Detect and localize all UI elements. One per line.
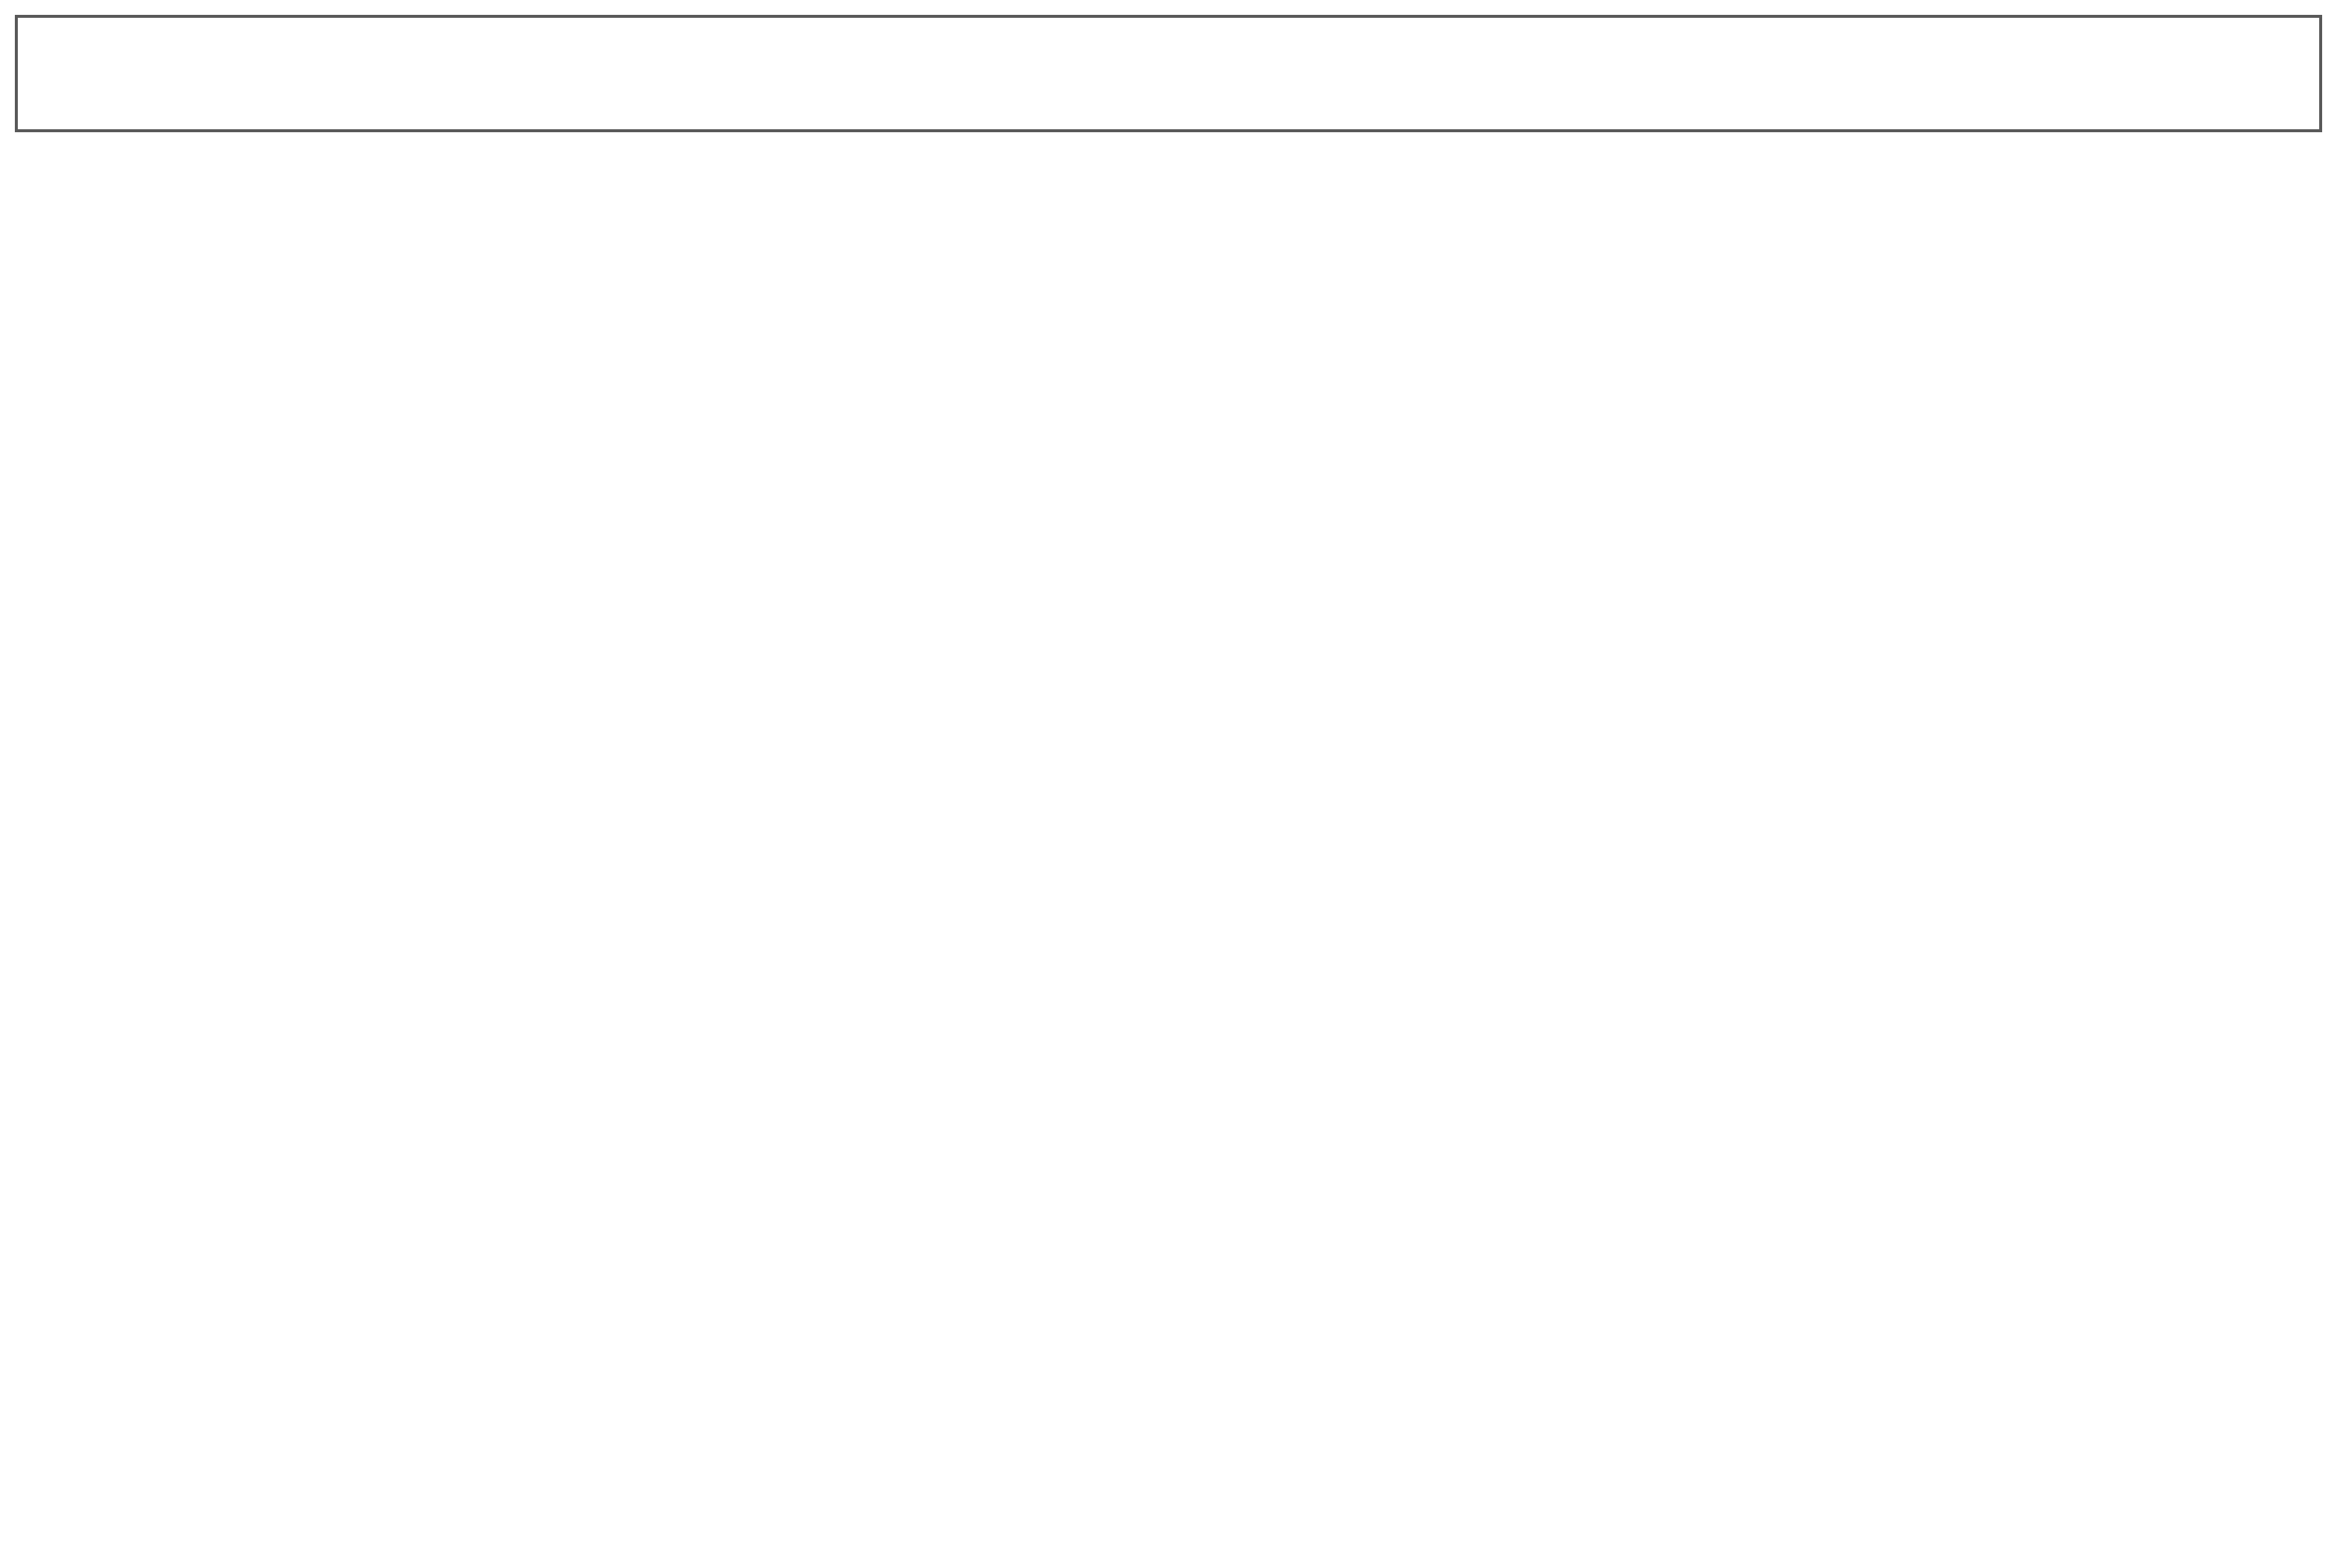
chart-svg [18,18,241,129]
chart-frame [15,15,2322,132]
